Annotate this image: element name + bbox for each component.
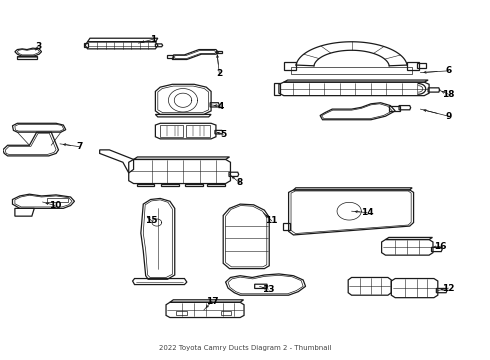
Text: 9: 9 xyxy=(445,112,452,121)
Text: 16: 16 xyxy=(434,242,446,251)
Text: 5: 5 xyxy=(220,130,226,139)
Text: 10: 10 xyxy=(49,201,61,210)
Text: 12: 12 xyxy=(442,284,455,293)
Text: 11: 11 xyxy=(266,216,278,225)
Text: 15: 15 xyxy=(145,216,158,225)
Text: 8: 8 xyxy=(236,178,243,187)
Text: 13: 13 xyxy=(262,285,274,294)
Text: 18: 18 xyxy=(442,90,455,99)
Text: 2: 2 xyxy=(216,69,222,78)
Text: 4: 4 xyxy=(218,102,224,111)
Text: 14: 14 xyxy=(361,208,373,217)
Text: 2022 Toyota Camry Ducts Diagram 2 - Thumbnail: 2022 Toyota Camry Ducts Diagram 2 - Thum… xyxy=(159,345,331,351)
Text: 3: 3 xyxy=(35,41,41,50)
Text: 7: 7 xyxy=(76,142,82,151)
Text: 6: 6 xyxy=(445,66,452,75)
Text: 17: 17 xyxy=(206,297,219,306)
Text: 1: 1 xyxy=(150,35,156,44)
